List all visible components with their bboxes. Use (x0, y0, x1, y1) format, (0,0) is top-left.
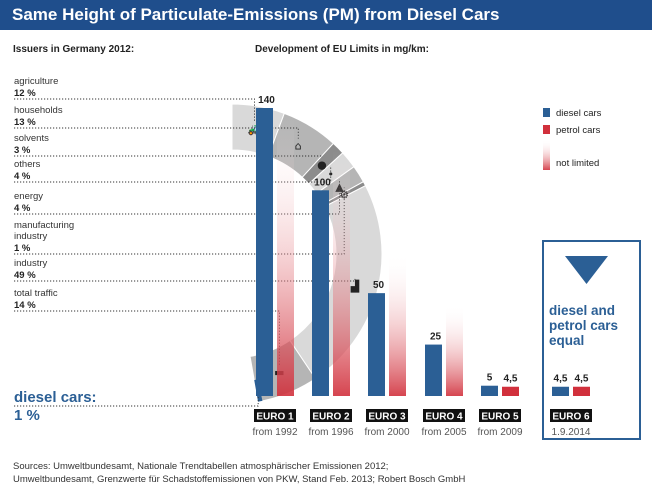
category-label-euro-1: EURO 1 (256, 412, 294, 423)
legend-petrol-swatch (543, 125, 550, 134)
label-manufacturing-industry: manufacturing (14, 220, 74, 231)
category-date-euro-1: from 1992 (252, 427, 297, 438)
bar-diesel-euro-3 (368, 293, 385, 396)
bar-diesel-euro-4 (425, 344, 442, 396)
bar-petrol-euro-6 (573, 386, 590, 396)
bar-diesel-euro-2 (312, 190, 329, 396)
category-label-euro-4: EURO 4 (425, 412, 463, 423)
sources-line-1: Sources: Umweltbundesamt, Nationale Tren… (13, 461, 389, 472)
label-solvents: solvents (14, 133, 49, 144)
value-solvents: 3 % (14, 145, 31, 156)
sources-note: Sources: Umweltbundesamt, Nationale Tren… (13, 460, 465, 486)
house-icon: ⌂ (295, 140, 302, 153)
leader-households (14, 127, 299, 139)
category-badge-euro-1 (254, 409, 296, 422)
value-total-traffic: 14 % (14, 300, 36, 311)
category-badge-euro-3 (366, 409, 408, 422)
leader-others (14, 167, 332, 183)
bar-petrol-not-limited-euro-3 (389, 253, 406, 396)
category-badge-euro-6 (550, 409, 592, 422)
bar-diesel-euro-5 (481, 385, 498, 396)
label-total-traffic: total traffic (14, 288, 58, 299)
bar-petrol-euro-5 (502, 386, 519, 396)
leader-diesel-cars (14, 396, 259, 407)
label-manufacturing-industry: industry (14, 231, 48, 242)
category-label-euro-6: EURO 6 (552, 412, 590, 423)
leader-agriculture (14, 98, 255, 123)
drop-icon: ● (317, 158, 327, 171)
callout-line-3: equal (549, 333, 584, 348)
eu-limits-bars: 140 EURO 1 from 1992 100 EURO 2 from 1996 50 EU… (252, 95, 592, 438)
bar-petrol-not-limited-euro-1 (277, 118, 294, 396)
diesel-cars-value: 1 % (14, 407, 40, 424)
bar-diesel-euro-1 (256, 108, 273, 396)
legend: diesel cars petrol cars not limited (543, 108, 602, 170)
callout-line-1: diesel and (549, 303, 615, 318)
category-date-euro-6: 1.9.2014 (552, 427, 591, 438)
category-badge-euro-5 (479, 409, 521, 422)
bar-label-diesel-euro-6: 4,5 (554, 374, 568, 385)
value-energy: 4 % (14, 203, 31, 214)
eu-limits-subtitle: Development of EU Limits in mg/km: (255, 44, 429, 55)
category-date-euro-5: from 2009 (477, 427, 522, 438)
page-title: Same Height of Particulate-Emissions (PM… (12, 5, 500, 24)
legend-not-limited-label: not limited (556, 158, 599, 169)
category-label-euro-3: EURO 3 (368, 412, 406, 423)
category-date-euro-2: from 1996 (308, 427, 353, 438)
bar-label-diesel-euro-4: 25 (430, 332, 442, 343)
bar-label-diesel-euro-5: 5 (487, 373, 493, 384)
callout-line-2: petrol cars (549, 318, 618, 333)
bar-diesel-euro-6 (552, 386, 569, 396)
value-others: 4 % (14, 171, 31, 182)
down-triangle-icon (565, 256, 608, 284)
legend-not-limited-swatch (543, 140, 550, 170)
bar-label-diesel-euro-2: 100 (314, 177, 331, 188)
title-bar: Same Height of Particulate-Emissions (PM… (0, 0, 652, 30)
category-badge-euro-2 (310, 409, 352, 422)
category-badge-euro-4 (423, 409, 465, 422)
category-label-euro-2: EURO 2 (312, 412, 350, 423)
leader-total-traffic (14, 310, 280, 365)
label-industry: industry (14, 258, 48, 269)
leader-solvents (14, 155, 323, 158)
leader-industry (14, 278, 356, 282)
category-date-euro-3: from 2000 (364, 427, 409, 438)
issuers-subtitle: Issuers in Germany 2012: (13, 44, 135, 55)
bar-label-petrol-euro-5: 4,5 (504, 374, 518, 385)
label-households: households (14, 105, 63, 116)
category-date-euro-4: from 2005 (421, 427, 466, 438)
bar-label-diesel-euro-3: 50 (373, 280, 385, 291)
value-manufacturing-industry: 1 % (14, 243, 31, 254)
diesel-cars-label: diesel cars: (14, 389, 97, 406)
label-energy: energy (14, 191, 43, 202)
legend-diesel-label: diesel cars (556, 108, 602, 119)
category-label-euro-5: EURO 5 (481, 412, 519, 423)
label-others: others (14, 159, 41, 170)
label-agriculture: agriculture (14, 76, 58, 87)
bar-petrol-not-limited-euro-4 (446, 304, 463, 396)
sources-line-2: Umweltbundesamt, Grenzwerte für Schadsto… (13, 474, 466, 485)
bar-label-diesel-euro-1: 140 (258, 95, 275, 106)
issuers-donut (231, 103, 383, 403)
value-agriculture: 12 % (14, 88, 36, 99)
legend-petrol-label: petrol cars (556, 125, 601, 136)
euro6-box (542, 240, 641, 440)
bar-label-petrol-euro-6: 4,5 (575, 374, 589, 385)
legend-diesel-swatch (543, 108, 550, 117)
factory-icon: ▟ (350, 279, 360, 293)
value-industry: 49 % (14, 270, 36, 281)
bar-petrol-not-limited-euro-2 (333, 150, 350, 396)
value-households: 13 % (14, 117, 36, 128)
